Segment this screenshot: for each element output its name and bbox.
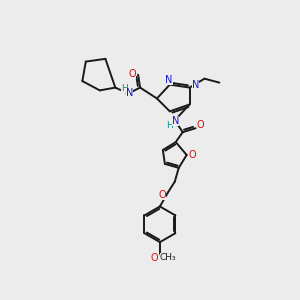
Text: H: H	[121, 84, 128, 93]
Text: N: N	[172, 116, 179, 126]
Text: H: H	[167, 121, 173, 130]
Text: O: O	[150, 253, 158, 263]
Text: N: N	[192, 80, 199, 90]
Text: N: N	[165, 75, 172, 85]
Text: O: O	[197, 120, 204, 130]
Text: O: O	[158, 190, 166, 200]
Text: O: O	[189, 150, 196, 160]
Text: O: O	[128, 69, 136, 79]
Text: N: N	[125, 88, 133, 98]
Text: CH₃: CH₃	[160, 254, 176, 262]
